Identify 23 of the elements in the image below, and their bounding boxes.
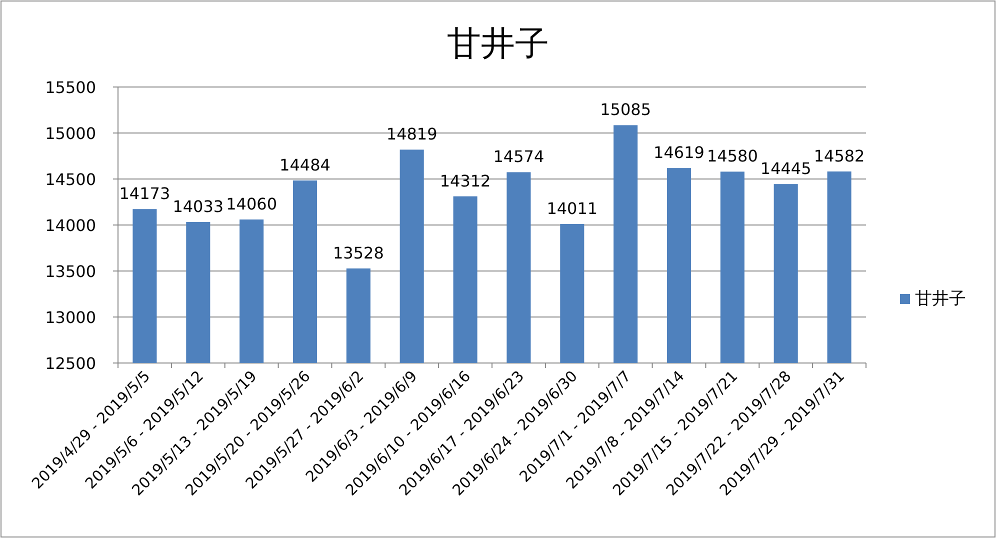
y-tick-label: 13500: [45, 262, 96, 281]
data-label: 14574: [493, 147, 544, 166]
chart-title: 甘井子: [447, 24, 549, 64]
data-label: 14819: [386, 124, 438, 144]
data-label: 14060: [226, 194, 278, 214]
y-tick-label: 12500: [45, 354, 96, 373]
data-label: 14619: [654, 143, 704, 162]
y-tick-label: 15000: [45, 124, 96, 143]
legend-label: 甘井子: [915, 289, 966, 309]
data-label: 13528: [332, 243, 384, 262]
data-label: 14011: [546, 198, 598, 218]
data-label: 14033: [172, 196, 224, 216]
data-label: 14580: [706, 146, 758, 166]
data-label: 14312: [440, 171, 491, 190]
data-label: 14173: [119, 184, 170, 204]
data-label: 14445: [760, 159, 812, 178]
y-tick-label: 15500: [45, 78, 96, 97]
y-tick-label: 13000: [45, 308, 96, 327]
data-label: 14484: [280, 155, 330, 174]
data-label: 14582: [814, 146, 865, 166]
data-label: 15085: [600, 100, 652, 120]
y-tick-label: 14500: [45, 170, 96, 189]
y-tick-label: 14000: [45, 216, 96, 235]
